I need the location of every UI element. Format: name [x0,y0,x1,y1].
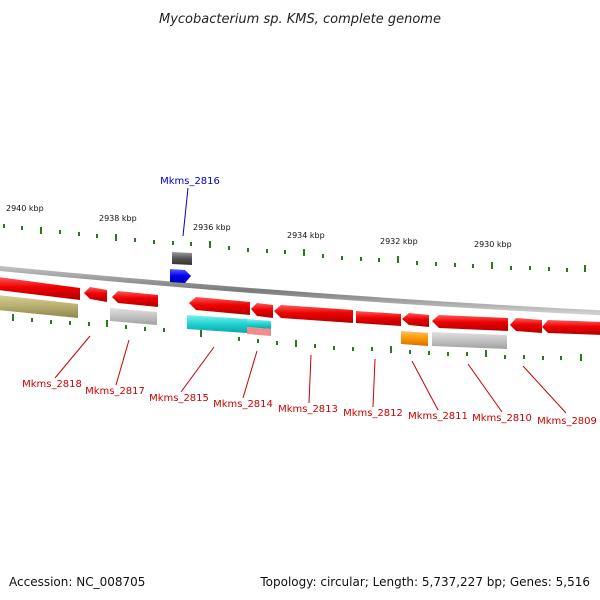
cds-arrow-2814[interactable] [251,303,273,318]
scale-label: 2932 kbp [380,237,418,246]
leader-line [467,363,503,413]
gene-label-mkms-2810[interactable]: Mkms_2810 [472,413,532,424]
cds-track [0,277,600,335]
gene-label-mkms-2811[interactable]: Mkms_2811 [408,411,468,422]
scale-label: 2940 kbp [6,204,44,213]
cds-arrow-2813[interactable] [274,305,353,323]
scale-label: 2936 kbp [193,223,231,232]
cds-arrow-2810[interactable] [432,315,508,331]
feature-cyan-2814[interactable] [247,319,271,329]
leader-line [115,339,130,386]
gene-label-mkms-2816[interactable]: Mkms_2816 [160,176,220,187]
gene-label-mkms-2814[interactable]: Mkms_2814 [213,399,273,410]
feature-olive[interactable] [0,295,78,318]
feature-grey-2817[interactable] [110,308,157,325]
cds-arrow-2817b[interactable] [112,291,158,307]
gene-label-mkms-2812[interactable]: Mkms_2812 [343,408,403,419]
cds-arrow-2818[interactable] [0,277,80,300]
map-title: Mycobacterium sp. KMS, complete genome [159,12,441,27]
leader-line [411,360,439,411]
leader-line [372,358,376,408]
cds-arrow-2815[interactable] [189,297,250,315]
gene-label-mkms-2813[interactable]: Mkms_2813 [278,404,338,415]
scale-label: 2938 kbp [99,214,137,223]
scale-labels: 2940 kbp 2938 kbp 2936 kbp 2934 kbp 2932… [6,204,512,249]
genome-summary-text: Topology: circular; Length: 5,737,227 bp… [259,575,590,589]
feature-cyan-2815[interactable] [187,315,247,333]
accession-text: Accession: NC_008705 [9,575,145,589]
cds-arrow-2812[interactable] [356,311,401,326]
leader-line [180,346,215,393]
gene-label-mkms-2818[interactable]: Mkms_2818 [22,379,82,390]
cds-arrow-2809b[interactable] [542,320,600,335]
cds-arrow-2817a[interactable] [84,287,107,302]
feature-orange-2811[interactable] [401,331,428,346]
leader-line [308,354,312,404]
top-gene-label-group: Mkms_2816 [160,176,220,237]
top-scale-ticks [3,224,586,272]
bottom-scale-ticks [12,314,582,361]
gene-label-mkms-2817[interactable]: Mkms_2817 [85,386,145,397]
cds-arrow-2811[interactable] [402,313,429,327]
leader-line [242,350,258,399]
gene-label-mkms-2815[interactable]: Mkms_2815 [149,393,209,404]
leader-line [522,365,567,414]
scale-label: 2930 kbp [474,240,512,249]
feature-pink-2814[interactable] [247,327,271,336]
feature-track [0,295,507,349]
gene-mkms-2816[interactable] [170,252,192,283]
bottom-gene-labels [54,335,567,414]
scale-label: 2934 kbp [287,231,325,240]
genome-backbone [0,265,600,316]
bottom-gene-label-texts: Mkms_2818 Mkms_2817 Mkms_2815 Mkms_2814 … [22,379,597,427]
leader-line [54,335,91,379]
feature-grey-2810[interactable] [432,332,507,349]
gene-feature-dark[interactable] [172,252,192,265]
cds-arrow-2809a[interactable] [510,318,542,333]
leader-line [182,187,189,237]
gene-arrow-blue[interactable] [170,269,191,283]
gene-label-mkms-2809[interactable]: Mkms_2809 [537,416,597,427]
